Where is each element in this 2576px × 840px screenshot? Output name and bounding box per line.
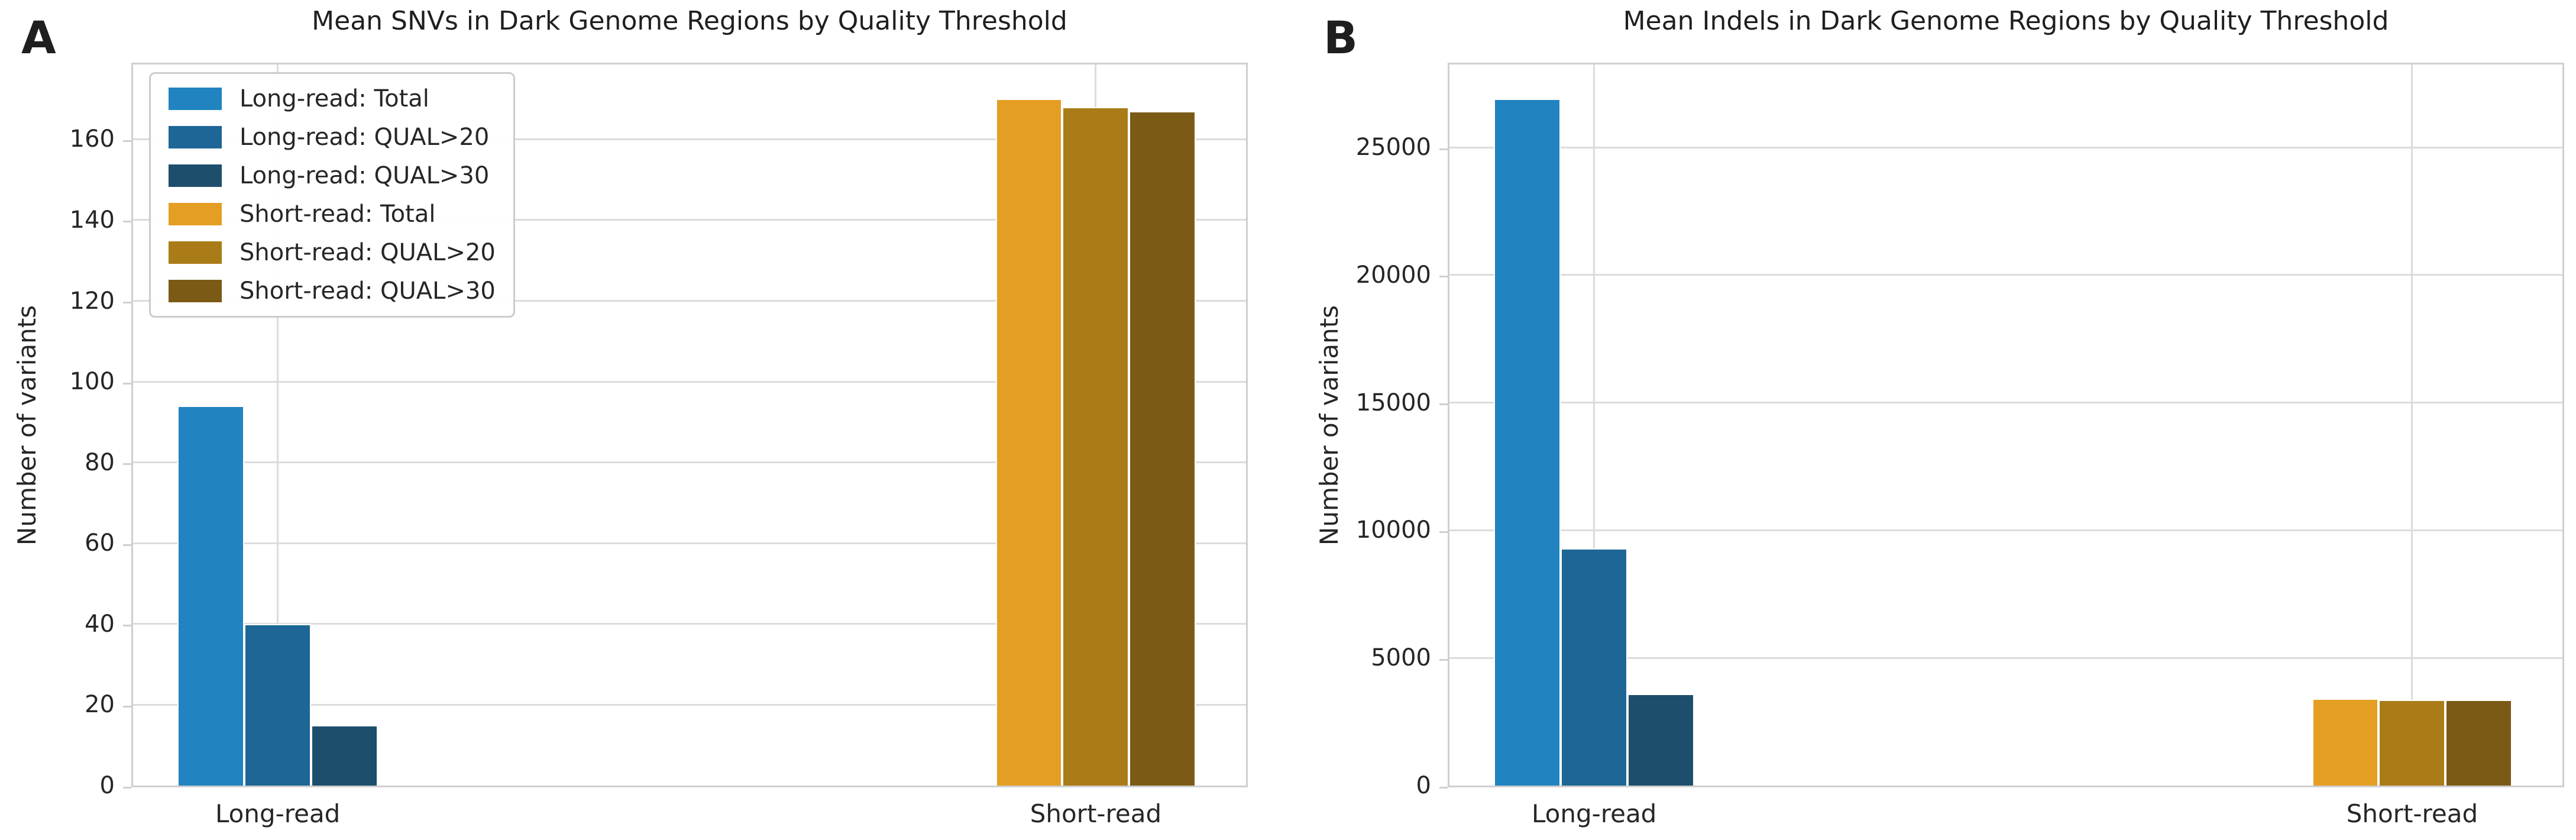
bar-long-read-qual-20 (1561, 548, 1628, 786)
chart-title-b: Mean Indels in Dark Genome Regions by Qu… (1623, 6, 2389, 36)
y-tick-mark (123, 140, 131, 142)
legend-swatch-icon (169, 164, 222, 187)
gridline-h-10000 (1449, 529, 2562, 531)
legend-item-short-read-qual-20: Short-read: QUAL>20 (169, 241, 496, 264)
bar-short-read-total (2312, 699, 2379, 786)
bar-long-read-total (1494, 99, 1561, 786)
legend-swatch-icon (169, 126, 222, 148)
y-tick-mark (123, 463, 131, 466)
bar-short-read-total (995, 99, 1063, 786)
chart-title-a: Mean SNVs in Dark Genome Regions by Qual… (312, 6, 1067, 36)
plot-area-b (1439, 63, 2564, 789)
gridline-h-20 (133, 703, 1246, 706)
panel-letter-a: A (21, 11, 56, 64)
legend-label: Short-read: Total (240, 201, 436, 228)
y-tick-label-15000: 15000 (1355, 389, 1431, 416)
gridline-h-100 (133, 380, 1246, 383)
panel-letter-b: B (1323, 11, 1358, 64)
gridline-v-long-read (1593, 64, 1596, 786)
bar-short-read-qual-30 (2445, 700, 2513, 786)
legend-swatch-icon (169, 88, 222, 110)
gridline-h-5000 (1449, 657, 2562, 659)
y-tick-mark (123, 302, 131, 303)
y-tick-mark (1439, 403, 1448, 406)
y-tick-mark (1439, 276, 1448, 278)
gridline-h-160 (133, 138, 1246, 140)
legend-label: Short-read: QUAL>30 (240, 277, 496, 305)
legend-swatch-icon (169, 280, 222, 302)
y-tick-mark (1439, 531, 1448, 533)
y-tick-label-160: 160 (69, 125, 115, 153)
x-tick-label-short-read: Short-read (1030, 799, 1162, 828)
y-tick-label-100: 100 (69, 368, 115, 396)
y-tick-label-20: 20 (85, 691, 115, 719)
bar-short-read-qual-30 (1129, 111, 1196, 786)
y-tick-label-20000: 20000 (1355, 261, 1431, 289)
x-tick-label-long-read: Long-read (215, 799, 341, 828)
gridline-h-60 (133, 542, 1246, 544)
legend-swatch-icon (169, 241, 222, 264)
y-tick-mark (1439, 658, 1448, 661)
legend-item-long-read-total: Long-read: Total (169, 87, 496, 111)
gridline-v-long-read (277, 64, 279, 786)
bar-short-read-qual-20 (2378, 700, 2446, 786)
y-tick-label-10000: 10000 (1355, 516, 1431, 544)
y-tick-mark (123, 221, 131, 223)
y-tick-label-0: 0 (99, 772, 115, 799)
y-tick-label-0: 0 (1416, 772, 1431, 799)
y-tick-label-25000: 25000 (1355, 134, 1431, 161)
bar-long-read-qual-30 (1627, 693, 1695, 786)
gridline-h-80 (133, 461, 1246, 464)
legend-label: Long-read: QUAL>20 (240, 124, 490, 151)
y-tick-mark (123, 705, 131, 707)
legend-swatch-icon (169, 203, 222, 225)
y-tick-label-80: 80 (85, 448, 115, 476)
y-tick-mark (123, 544, 131, 546)
legend: Long-read: Total Long-read: QUAL>20 Long-r… (149, 72, 515, 318)
gridline-h-120 (133, 300, 1246, 302)
gridline-h-25000 (1449, 146, 2562, 148)
legend-item-short-read-total: Short-read: Total (169, 202, 496, 226)
gridline-v-short-read (2411, 64, 2413, 786)
y-tick-label-40: 40 (85, 610, 115, 638)
y-tick-mark (123, 786, 131, 789)
legend-label: Short-read: QUAL>20 (240, 239, 496, 266)
legend-item-short-read-qual-30: Short-read: QUAL>30 (169, 279, 496, 303)
y-axis-label-b: Number of variants (1315, 305, 1344, 545)
bar-long-read-total (177, 406, 245, 786)
legend-item-long-read-qual-20: Long-read: QUAL>20 (169, 125, 496, 149)
gridline-h-15000 (1449, 402, 2562, 404)
gridline-h-140 (133, 219, 1246, 221)
bar-long-read-qual-30 (311, 725, 378, 786)
y-tick-label-5000: 5000 (1371, 644, 1431, 672)
y-tick-label-120: 120 (69, 287, 115, 315)
y-tick-mark (123, 382, 131, 385)
x-tick-label-long-read: Long-read (1531, 799, 1657, 828)
gridline-h-40 (133, 623, 1246, 625)
y-tick-mark (1439, 148, 1448, 150)
y-tick-mark (1439, 786, 1448, 789)
gridline-h-20000 (1449, 274, 2562, 276)
legend-item-long-read-qual-30: Long-read: QUAL>30 (169, 164, 496, 188)
y-tick-label-60: 60 (85, 529, 115, 557)
y-tick-label-140: 140 (69, 206, 115, 234)
bar-long-read-qual-20 (244, 623, 312, 786)
legend-label: Long-read: Total (240, 85, 429, 112)
bar-short-read-qual-20 (1062, 106, 1130, 786)
legend-label: Long-read: QUAL>30 (240, 162, 490, 189)
x-tick-label-short-read: Short-read (2346, 799, 2478, 828)
y-tick-mark (123, 625, 131, 627)
